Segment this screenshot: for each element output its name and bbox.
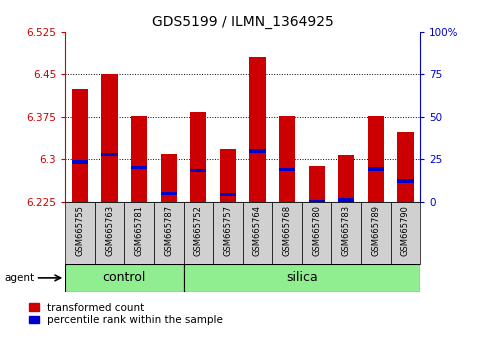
Bar: [338, 155, 355, 202]
Text: GSM665787: GSM665787: [164, 205, 173, 256]
Bar: [361, 202, 391, 264]
Text: GSM665768: GSM665768: [283, 205, 292, 256]
Bar: [368, 167, 384, 171]
Bar: [72, 88, 88, 202]
Bar: [101, 153, 118, 156]
Bar: [131, 116, 147, 202]
Bar: [309, 166, 325, 202]
Bar: [161, 192, 177, 195]
Bar: [368, 116, 384, 202]
Bar: [272, 202, 302, 264]
Bar: [184, 202, 213, 264]
Bar: [154, 202, 184, 264]
Text: GSM665755: GSM665755: [75, 205, 85, 256]
Text: GSM665789: GSM665789: [371, 205, 380, 256]
Bar: [242, 202, 272, 264]
Text: GSM665757: GSM665757: [224, 205, 232, 256]
Bar: [190, 112, 206, 202]
Text: GSM665780: GSM665780: [312, 205, 321, 256]
Text: agent: agent: [5, 273, 35, 283]
Text: GSM665790: GSM665790: [401, 205, 410, 256]
Bar: [249, 149, 266, 153]
Bar: [213, 202, 242, 264]
Bar: [220, 193, 236, 196]
Bar: [309, 200, 325, 204]
Bar: [398, 132, 413, 202]
Title: GDS5199 / ILMN_1364925: GDS5199 / ILMN_1364925: [152, 16, 334, 29]
Bar: [190, 169, 206, 172]
Bar: [95, 202, 125, 264]
Bar: [125, 202, 154, 264]
Text: GSM665752: GSM665752: [194, 205, 203, 256]
Bar: [279, 116, 295, 202]
Text: GSM665783: GSM665783: [342, 205, 351, 256]
Bar: [131, 166, 147, 170]
Bar: [161, 154, 177, 202]
Bar: [72, 160, 88, 164]
Text: control: control: [103, 272, 146, 284]
Bar: [279, 168, 295, 171]
Bar: [101, 74, 118, 202]
Bar: [65, 264, 184, 292]
Legend: transformed count, percentile rank within the sample: transformed count, percentile rank withi…: [29, 303, 223, 325]
Bar: [398, 179, 413, 183]
Text: GSM665764: GSM665764: [253, 205, 262, 256]
Bar: [220, 149, 236, 202]
Bar: [184, 264, 420, 292]
Text: silica: silica: [286, 272, 318, 284]
Bar: [249, 57, 266, 202]
Bar: [331, 202, 361, 264]
Bar: [338, 198, 355, 202]
Bar: [65, 202, 95, 264]
Bar: [302, 202, 331, 264]
Text: GSM665781: GSM665781: [135, 205, 143, 256]
Bar: [391, 202, 420, 264]
Text: GSM665763: GSM665763: [105, 205, 114, 256]
